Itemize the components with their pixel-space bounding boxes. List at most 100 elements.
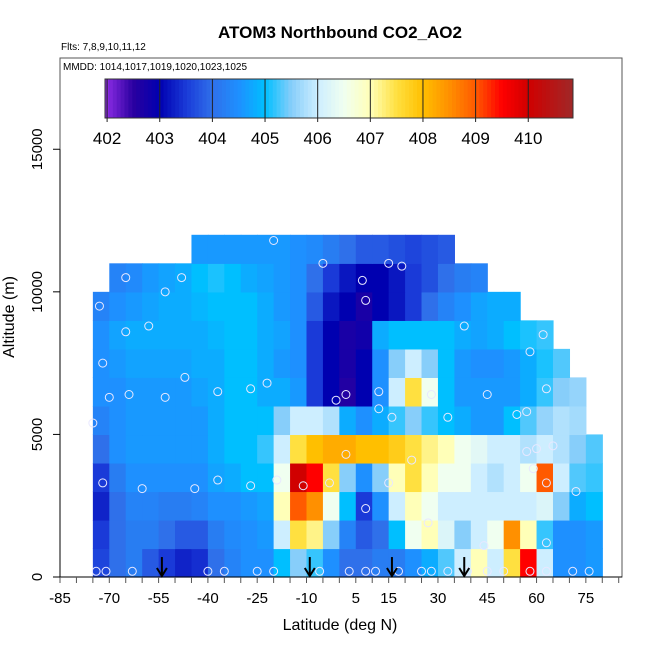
sample-point-marker	[482, 389, 492, 399]
heatmap-cell	[322, 491, 340, 521]
heatmap-cell	[437, 462, 455, 493]
heatmap-cell	[92, 348, 110, 378]
colorbar-segment	[264, 79, 270, 118]
heatmap-cell	[207, 434, 225, 464]
heatmap-cell	[109, 320, 127, 350]
sample-point-marker	[522, 447, 532, 457]
heatmap-cell	[437, 263, 455, 293]
flight-arrow-down-icon	[156, 567, 168, 578]
heatmap-cell	[257, 348, 275, 378]
heatmap-cell	[191, 434, 209, 464]
heatmap-cell	[437, 377, 455, 407]
x-tick-label: 30	[430, 590, 447, 607]
colorbar-segment	[307, 79, 313, 118]
heatmap-cell	[175, 320, 193, 350]
heatmap-cell	[503, 291, 521, 321]
colorbar-segment	[366, 79, 371, 118]
heatmap-cell	[142, 320, 160, 350]
heatmap-cell	[109, 405, 127, 436]
heatmap-cell	[158, 462, 176, 493]
heatmap-cell	[405, 348, 423, 378]
heatmap-cell	[372, 348, 390, 378]
sample-point-marker	[384, 258, 394, 268]
heatmap-cell	[569, 548, 587, 578]
heatmap-cell	[142, 548, 160, 578]
colorbar-segment	[370, 79, 375, 118]
heatmap-cell	[109, 491, 127, 521]
heatmap-cell	[388, 491, 406, 521]
sample-point-marker	[584, 566, 594, 576]
heatmap-cell	[158, 263, 176, 293]
colorbar-segment	[284, 79, 289, 118]
colorbar-segment	[159, 79, 164, 118]
heatmap-cell	[306, 405, 324, 436]
colorbar-segment	[362, 79, 367, 118]
colorbar-segment	[296, 79, 301, 118]
heatmap-cell	[585, 548, 603, 578]
heatmap-cell	[240, 263, 258, 293]
sample-points	[88, 236, 594, 576]
heatmap-cell	[273, 377, 291, 407]
heatmap-cell	[306, 263, 324, 293]
colorbar-segment	[401, 79, 406, 118]
heatmap-cell	[290, 462, 308, 493]
heatmap-cell	[339, 377, 357, 407]
colorbar-tick-label: 403	[146, 129, 174, 148]
heatmap-cell	[224, 234, 242, 264]
heatmap-cell	[470, 405, 488, 436]
colorbar-segment	[495, 79, 500, 118]
colorbar-segment	[483, 79, 488, 118]
sample-point-marker	[499, 566, 509, 576]
heatmap-cell	[405, 405, 423, 436]
sample-point-marker	[315, 566, 325, 576]
heatmap-cell	[470, 434, 488, 464]
heatmap-cells	[92, 234, 603, 578]
heatmap-cell	[372, 548, 390, 578]
heatmap-cell	[158, 434, 176, 464]
sample-point-marker	[374, 404, 384, 414]
heatmap-cell	[191, 291, 209, 321]
heatmap-cell	[388, 348, 406, 378]
heatmap-cell	[290, 377, 308, 407]
heatmap-cell	[454, 405, 472, 436]
heatmap-cell	[421, 405, 439, 436]
heatmap-cell	[224, 519, 242, 550]
sample-point-marker	[443, 566, 453, 576]
heatmap-cell	[372, 377, 390, 407]
heatmap-cell	[257, 434, 275, 464]
heatmap-cell	[322, 377, 340, 407]
sample-point-marker	[177, 273, 187, 283]
heatmap-cell	[585, 491, 603, 521]
heatmap-cell	[257, 405, 275, 436]
heatmap-cell	[290, 548, 308, 578]
colorbar-segment	[179, 79, 184, 118]
sample-point-marker	[525, 347, 535, 357]
heatmap-cell	[306, 491, 324, 521]
heatmap-cell	[290, 519, 308, 550]
heatmap-cell	[92, 462, 110, 493]
heatmap-cell	[388, 234, 406, 264]
heatmap-cell	[142, 405, 160, 436]
heatmap-cell	[257, 491, 275, 521]
colorbar-segment	[323, 79, 328, 118]
heatmap-cell	[207, 320, 225, 350]
heatmap-cell	[520, 434, 538, 464]
colorbar-tick-label: 405	[251, 129, 279, 148]
y-axis-label: Altitude (m)	[1, 276, 18, 358]
sample-point-marker	[541, 384, 551, 394]
heatmap-cell	[520, 519, 538, 550]
colorbar-segment	[144, 79, 149, 118]
heatmap-cell	[142, 519, 160, 550]
heatmap-cell	[125, 434, 143, 464]
heatmap-cell	[339, 348, 357, 378]
heatmap-cell	[92, 291, 110, 321]
colorbar-segment	[491, 79, 496, 118]
heatmap-cell	[224, 377, 242, 407]
heatmap-cell	[437, 291, 455, 321]
heatmap-cell	[125, 263, 143, 293]
heatmap-cell	[273, 291, 291, 321]
heatmap-cell	[552, 462, 571, 493]
colorbar-segment	[225, 79, 231, 118]
sample-point-marker	[98, 358, 108, 368]
heatmap-cell	[552, 491, 571, 521]
